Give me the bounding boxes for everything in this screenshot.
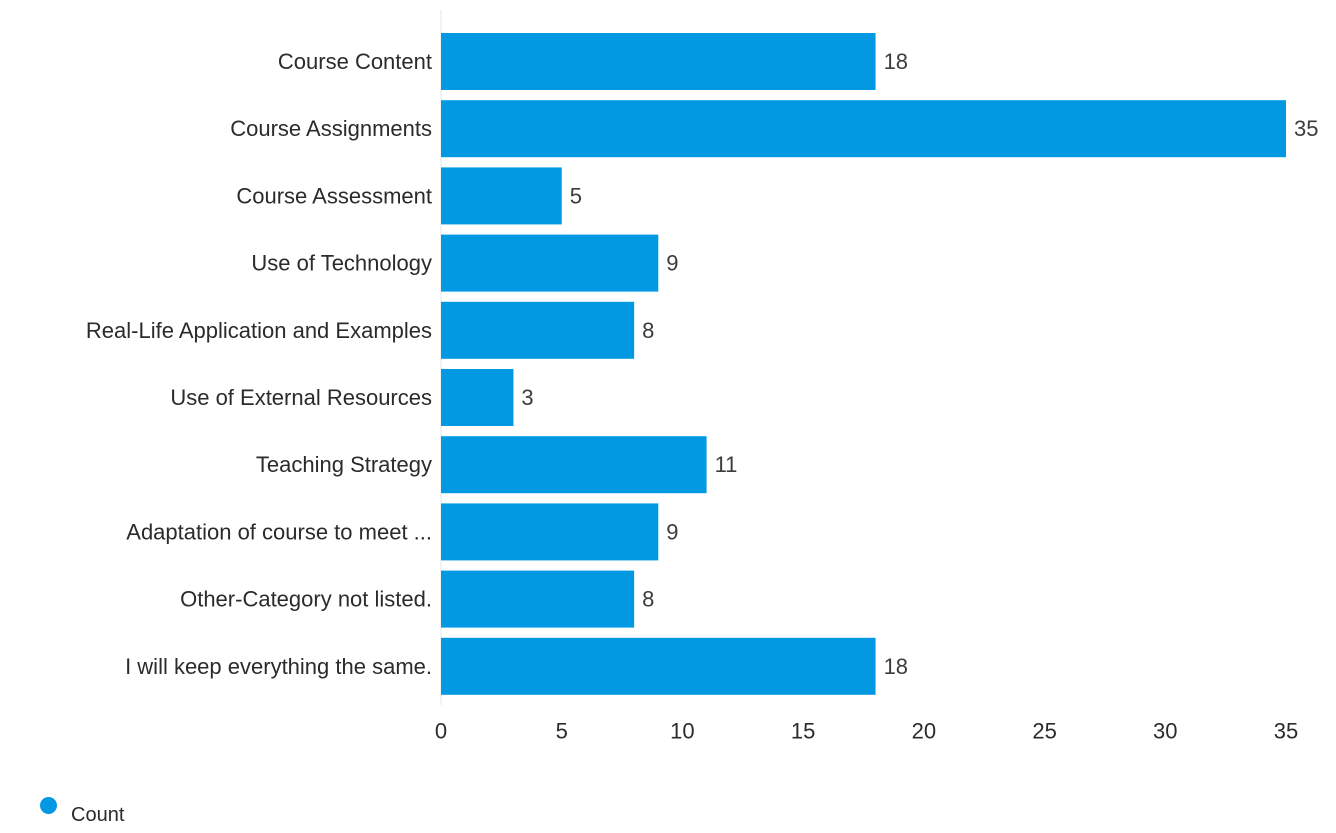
x-axis-ticks-group: 0 5 10 15 20 25 30 35: [435, 719, 1298, 744]
bar: [441, 167, 562, 225]
category-label: Use of Technology: [251, 251, 432, 276]
bar: [441, 369, 514, 426]
data-label: 11: [715, 452, 738, 477]
bar: [441, 33, 876, 90]
category-label: Other-Category not listed.: [180, 587, 432, 612]
x-tick-label: 10: [670, 719, 694, 744]
category-labels-group: Course Content Course Assignments Course A…: [86, 49, 432, 679]
category-label: I will keep everything the same.: [125, 654, 432, 679]
bar: [441, 436, 707, 494]
bar: [441, 570, 635, 628]
x-tick-label: 25: [1032, 719, 1056, 744]
category-label: Use of External Resources: [170, 385, 432, 410]
bar: [441, 301, 635, 359]
data-label: 9: [666, 251, 678, 276]
x-tick-label: 30: [1153, 719, 1177, 744]
category-label: Course Assessment: [236, 183, 432, 208]
x-tick-label: 20: [912, 719, 936, 744]
bar-chart: Course Content Course Assignments Course A…: [86, 10, 1318, 744]
data-label: 8: [642, 318, 654, 343]
data-label: 5: [570, 183, 582, 208]
bar: [441, 100, 1286, 158]
data-label: 35: [1294, 116, 1318, 141]
data-label: 8: [642, 587, 654, 612]
legend-label: Count: [71, 804, 125, 826]
category-label: Real-Life Application and Examples: [86, 318, 432, 343]
category-label: Course Content: [278, 49, 432, 74]
legend: Count: [40, 784, 124, 827]
legend-marker-icon: [40, 797, 57, 814]
category-label: Adaptation of course to meet ...: [126, 519, 432, 544]
x-tick-label: 15: [791, 719, 815, 744]
category-label: Teaching Strategy: [256, 452, 432, 477]
category-label: Course Assignments: [230, 116, 432, 141]
x-tick-label: 0: [435, 719, 447, 744]
x-tick-label: 35: [1274, 719, 1298, 744]
x-tick-label: 5: [556, 719, 568, 744]
data-label: 18: [884, 654, 908, 679]
bar: [441, 234, 659, 292]
bar: [441, 503, 659, 561]
bars-group: [441, 33, 1286, 695]
value-labels-group: 18 35 5 9 8 3 11 9 8 18: [521, 49, 1318, 679]
data-label: 9: [666, 519, 678, 544]
data-label: 18: [884, 49, 908, 74]
data-label: 3: [521, 385, 533, 410]
bar: [441, 637, 876, 695]
